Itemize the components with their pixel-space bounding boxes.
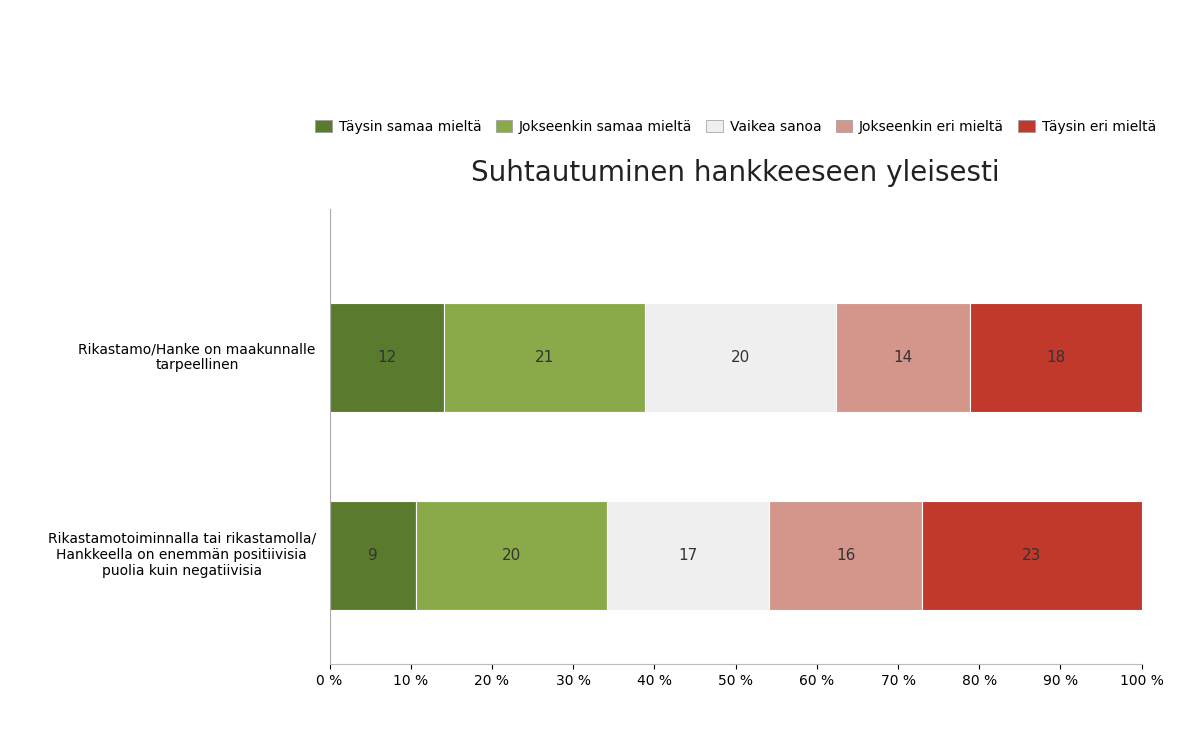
Bar xyxy=(836,303,970,412)
Title: Suhtautuminen hankkeeseen yleisesti: Suhtautuminen hankkeeseen yleisesti xyxy=(471,159,1000,187)
Bar xyxy=(922,501,1142,609)
Text: 16: 16 xyxy=(836,548,856,562)
Text: 18: 18 xyxy=(1046,350,1065,365)
Legend: Täysin samaa mieltä, Jokseenkin samaa mieltä, Vaikea sanoa, Jokseenkin eri mielt: Täysin samaa mieltä, Jokseenkin samaa mi… xyxy=(311,116,1161,138)
Bar xyxy=(645,303,836,412)
Text: 9: 9 xyxy=(367,548,378,562)
Bar xyxy=(769,501,922,609)
Bar xyxy=(415,501,606,609)
Bar xyxy=(330,501,415,609)
Text: 20: 20 xyxy=(501,548,520,562)
Bar xyxy=(444,303,645,412)
Text: 20: 20 xyxy=(731,350,750,365)
Text: 17: 17 xyxy=(678,548,698,562)
Text: 23: 23 xyxy=(1022,548,1042,562)
Bar xyxy=(606,501,769,609)
Text: 12: 12 xyxy=(378,350,397,365)
Bar xyxy=(970,303,1142,412)
Bar xyxy=(330,303,444,412)
Text: 21: 21 xyxy=(534,350,554,365)
Text: 14: 14 xyxy=(893,350,912,365)
